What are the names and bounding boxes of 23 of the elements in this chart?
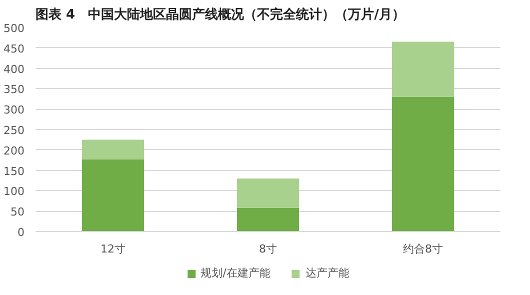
x-tick-label: 8寸	[259, 242, 277, 256]
bar	[392, 96, 454, 232]
y-tick-label: 200	[4, 144, 25, 158]
y-tick-label: 100	[4, 185, 25, 198]
y-tick-label: 450	[4, 42, 25, 56]
x-tick-label: 约合8寸	[403, 242, 443, 256]
x-tick-label: 12寸	[100, 242, 126, 256]
legend-label: 达产产能	[305, 266, 350, 280]
y-tick-label: 150	[4, 164, 25, 178]
y-tick-label: 250	[4, 124, 25, 137]
y-tick-label: 400	[4, 62, 25, 76]
y-tick-label: 50	[10, 206, 25, 219]
y-tick-label: 350	[4, 83, 25, 96]
bar	[82, 159, 144, 232]
bar	[82, 140, 144, 160]
y-tick-label: 300	[4, 104, 25, 117]
legend-label: 规划/在建产能	[200, 266, 270, 280]
bar	[237, 208, 299, 232]
y-tick-label: 500	[4, 22, 25, 35]
bar	[392, 42, 454, 97]
y-tick-label: 0	[18, 226, 24, 239]
chart-title: 图表 4 中国大陆地区晶圆产线概况（不完全统计）（万片/月）	[36, 6, 405, 22]
bar	[237, 178, 299, 208]
